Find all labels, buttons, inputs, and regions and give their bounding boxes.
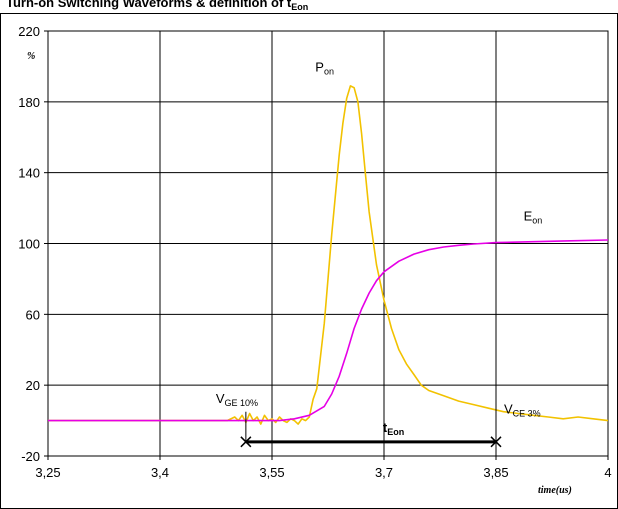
x-axis-ticks: 3,25 3,4 3,55 3,7 3,85 4: [35, 456, 612, 480]
series-line-eon: [48, 239, 609, 422]
teon-end-cross: [490, 436, 502, 448]
y-tick-label: 140: [18, 166, 40, 181]
chart-frame: [0, 13, 618, 509]
teon-label: tEon: [383, 420, 404, 437]
teon-start-cross: [240, 436, 252, 448]
x-axis-label: time(us): [538, 485, 572, 496]
x-tick-label: 3,4: [151, 465, 169, 480]
y-axis-ticks: -20 20 60 100 140 180 220: [18, 24, 48, 464]
annotations: Pon Eon VGE 10% VCE 3% tEon: [216, 60, 543, 448]
x-tick-label: 3,7: [375, 465, 393, 480]
y-tick-label: 20: [26, 378, 40, 393]
y-tick-label: -20: [21, 449, 40, 464]
series-line-pon: [48, 85, 609, 425]
vce-label: VCE 3%: [504, 402, 541, 419]
series-label-pon: Pon: [315, 60, 334, 77]
y-tick-label: 180: [18, 95, 40, 110]
y-tick-label: 60: [26, 307, 40, 322]
x-tick-label: 3,25: [35, 465, 60, 480]
y-axis-unit: %: [27, 51, 35, 62]
series-lines: [48, 85, 609, 425]
x-tick-label: 4: [604, 465, 611, 480]
grid-lines: [47, 30, 609, 457]
x-tick-label: 3,55: [259, 465, 284, 480]
chart-title-subscript: Eon: [291, 2, 308, 12]
chart-title-main: Turn-on Switching Waveforms & definition…: [6, 0, 292, 10]
y-tick-label: 100: [18, 237, 40, 252]
vge-label: VGE 10%: [216, 391, 258, 408]
chart-title: Turn-on Switching Waveforms & definition…: [6, 0, 308, 12]
y-tick-label: 220: [18, 24, 40, 39]
x-tick-label: 3,85: [483, 465, 508, 480]
series-label-eon: Eon: [524, 208, 543, 225]
